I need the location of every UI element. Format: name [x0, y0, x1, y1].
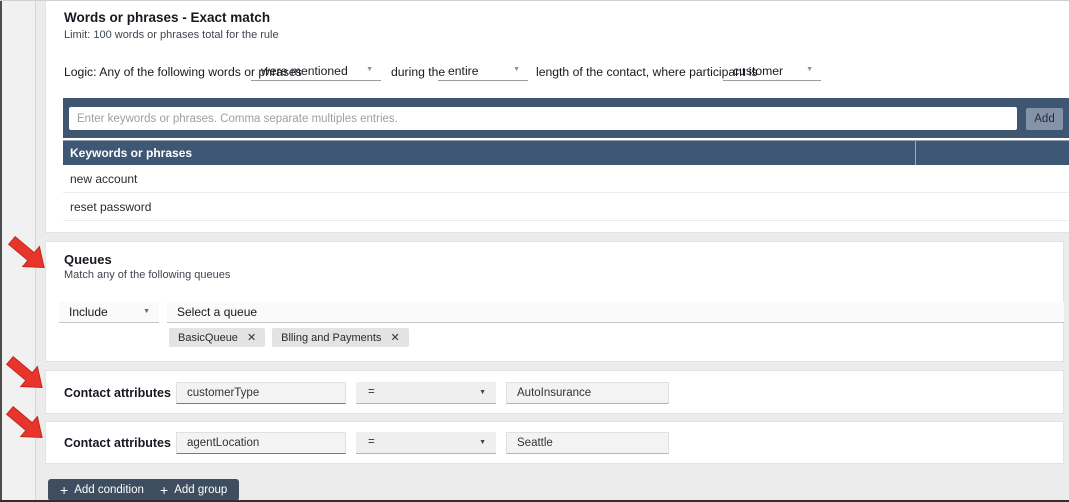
contact-attributes-condition: Contact attributes = ▼ [45, 370, 1064, 414]
mention-type-select[interactable]: were mentioned ▼ [251, 61, 381, 81]
add-condition-label: Add condition [74, 484, 144, 496]
words-or-phrases-section: Words or phrases - Exact match Limit: 10… [45, 1, 1069, 233]
queue-tag: Blling and Payments ✕ [272, 328, 409, 347]
duration-value: entire [448, 64, 479, 78]
plus-icon: + [160, 482, 169, 498]
chevron-down-icon: ▼ [479, 439, 486, 446]
attribute-operator-select[interactable]: = ▼ [356, 382, 496, 404]
operator-value: = [368, 436, 375, 448]
keyword-row: reset password [63, 193, 1069, 221]
add-group-button[interactable]: + Add group [148, 479, 240, 501]
keyword-input[interactable] [69, 107, 1017, 130]
keywords-table: new account reset password [63, 165, 1069, 221]
contact-attributes-label: Contact attributes [64, 386, 171, 400]
logic-prefix-text: Logic: Any of the following words or phr… [64, 65, 302, 79]
column-divider [915, 141, 916, 166]
keyword-row: new account [63, 165, 1069, 193]
window-edge [0, 500, 1069, 502]
plus-icon: + [60, 482, 69, 498]
queue-select-input[interactable]: Select a queue [167, 302, 1064, 323]
words-section-limit-note: Limit: 100 words or phrases total for th… [64, 29, 279, 41]
chevron-down-icon: ▼ [143, 308, 150, 315]
duration-select[interactable]: entire ▼ [438, 61, 528, 81]
window-edge [0, 1, 2, 502]
chevron-down-icon: ▼ [366, 66, 373, 73]
queues-title: Queues [64, 252, 112, 267]
queue-tag-label: Blling and Payments [281, 331, 382, 344]
contact-attributes-label: Contact attributes [64, 436, 171, 450]
add-condition-button[interactable]: + Add condition [48, 479, 156, 501]
attribute-operator-select[interactable]: = ▼ [356, 432, 496, 454]
operator-value: = [368, 386, 375, 398]
annotation-arrow-icon [0, 348, 53, 401]
logic-middle-text-2: length of the contact, where participant… [536, 65, 758, 79]
contact-attributes-condition: Contact attributes = ▼ [45, 421, 1064, 464]
queue-tag: BasicQueue ✕ [169, 328, 266, 347]
keyword-entry-band: Add [63, 98, 1069, 138]
queues-subtitle: Match any of the following queues [64, 269, 231, 281]
mention-type-value: were mentioned [261, 64, 348, 78]
attribute-name-input[interactable] [176, 432, 346, 454]
participant-select[interactable]: customer ▼ [723, 61, 821, 81]
chevron-down-icon: ▼ [806, 66, 813, 73]
attribute-value-input[interactable] [506, 432, 669, 454]
logic-middle-text-1: during the [391, 65, 446, 79]
selected-queue-tags: BasicQueue ✕ Blling and Payments ✕ [169, 328, 409, 347]
queue-tag-label: BasicQueue [178, 331, 238, 344]
add-group-label: Add group [174, 484, 228, 496]
words-section-title: Words or phrases - Exact match [64, 10, 271, 25]
remove-queue-icon[interactable]: ✕ [390, 332, 400, 344]
attribute-value-input[interactable] [506, 382, 669, 404]
add-keyword-button[interactable]: Add [1026, 108, 1063, 130]
chevron-down-icon: ▼ [513, 66, 520, 73]
annotation-arrow-icon [1, 228, 56, 281]
participant-value: customer [733, 64, 784, 78]
include-value: Include [69, 305, 108, 319]
queues-section: Queues Match any of the following queues… [45, 241, 1064, 362]
queue-select-placeholder: Select a queue [177, 305, 258, 319]
include-exclude-select[interactable]: Include ▼ [59, 302, 159, 323]
attribute-name-input[interactable] [176, 382, 346, 404]
keywords-header-label: Keywords or phrases [70, 146, 193, 160]
chevron-down-icon: ▼ [479, 389, 486, 396]
keywords-table-header: Keywords or phrases [63, 140, 1069, 166]
remove-queue-icon[interactable]: ✕ [246, 332, 257, 344]
annotation-arrow-icon [0, 398, 53, 451]
